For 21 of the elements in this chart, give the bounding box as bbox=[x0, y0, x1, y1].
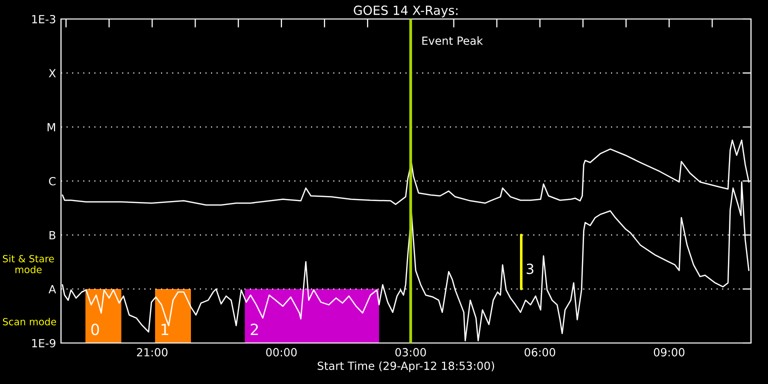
y-tick-label: 1E-9 bbox=[32, 338, 56, 348]
x-tick-label: 03:00 bbox=[395, 348, 426, 356]
x-tick-label: 00:00 bbox=[266, 348, 297, 356]
ref-line-label: Event Peak bbox=[422, 36, 483, 45]
x-tick-label: 21:00 bbox=[136, 348, 168, 356]
y-tick-label: C bbox=[49, 176, 56, 186]
x-tick-label: 09:00 bbox=[654, 348, 684, 356]
text: Scan mode bbox=[2, 318, 56, 326]
x-tick-label: 06:00 bbox=[524, 348, 556, 356]
band-label: 2 bbox=[250, 324, 258, 335]
chart-title: GOES 14 X-Rays: bbox=[354, 6, 458, 18]
y-tick-label: X bbox=[48, 69, 56, 78]
band-label: 1 bbox=[162, 324, 168, 335]
y-tick-label: B bbox=[50, 231, 56, 240]
y-tick-label: M bbox=[48, 123, 56, 132]
ref-line-label: 3 bbox=[526, 264, 534, 274]
y-tick-label: A bbox=[48, 285, 56, 294]
y-tick-label: 1E-3 bbox=[32, 14, 56, 24]
text: Sit & Stare mode bbox=[2, 254, 54, 274]
band-label: 0 bbox=[91, 324, 99, 336]
x-axis-title: Start Time (29-Apr-12 18:53:00) bbox=[318, 361, 494, 372]
